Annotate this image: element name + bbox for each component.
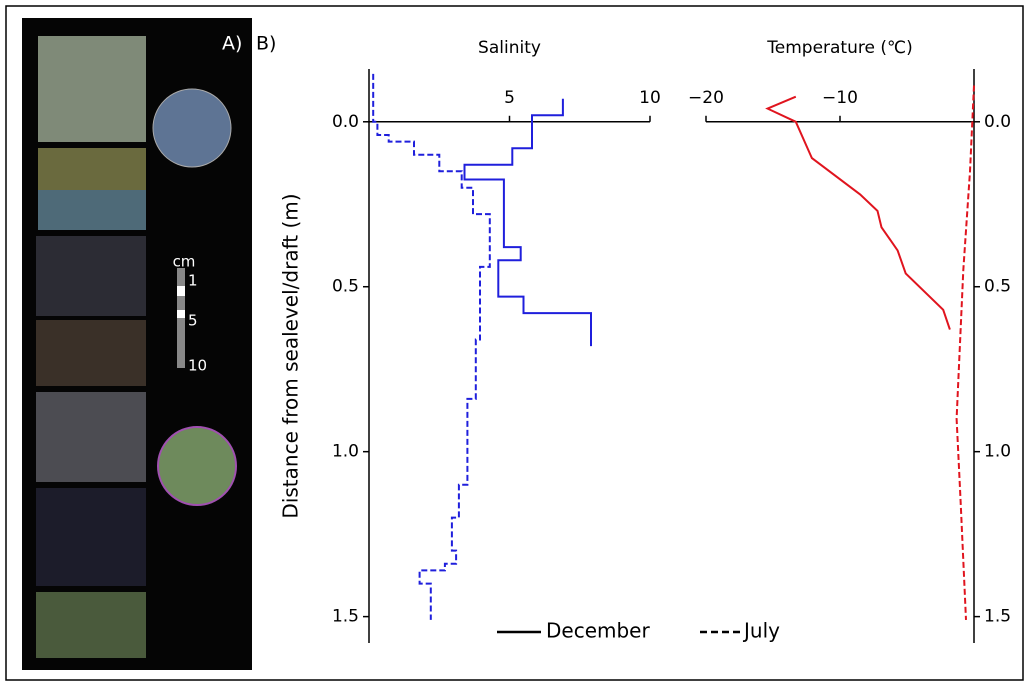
data-line: [463, 98, 592, 347]
y-tick-label: 0.0: [984, 112, 1011, 132]
y-tick-label: 1.5: [332, 607, 359, 627]
y-tick-label: 0.0: [332, 112, 359, 132]
y-tick-label: 0.5: [984, 277, 1011, 297]
scale-unit: cm: [173, 253, 196, 271]
photo-panel: cm 1 5 10 A): [22, 18, 252, 670]
x-tick-label: 5: [504, 88, 515, 108]
legend-label: December: [546, 619, 650, 643]
y-tick-label: 1.5: [984, 607, 1011, 627]
y-tick-label: 1.0: [332, 442, 359, 462]
y-axis-label: Distance from sealevel/draft (m): [279, 193, 303, 518]
panel-label: B): [256, 33, 276, 55]
x-tick-label: −20: [688, 88, 724, 108]
chart-title: Salinity: [478, 38, 541, 58]
data-line: [372, 73, 491, 620]
panel-label: A): [222, 33, 242, 55]
data-line: [765, 95, 951, 330]
scale-label: 10: [188, 357, 207, 375]
y-tick-label: 0.5: [332, 277, 359, 297]
chart-title: Temperature (℃): [766, 38, 912, 58]
x-tick-label: −10: [822, 88, 858, 108]
scale-label: 1: [188, 272, 198, 290]
scale-label: 5: [188, 312, 198, 330]
data-line: [955, 85, 975, 620]
legend-label: July: [742, 619, 780, 643]
y-tick-label: 1.0: [984, 442, 1011, 462]
x-tick-label: 10: [639, 88, 661, 108]
legend: December July: [497, 619, 780, 643]
